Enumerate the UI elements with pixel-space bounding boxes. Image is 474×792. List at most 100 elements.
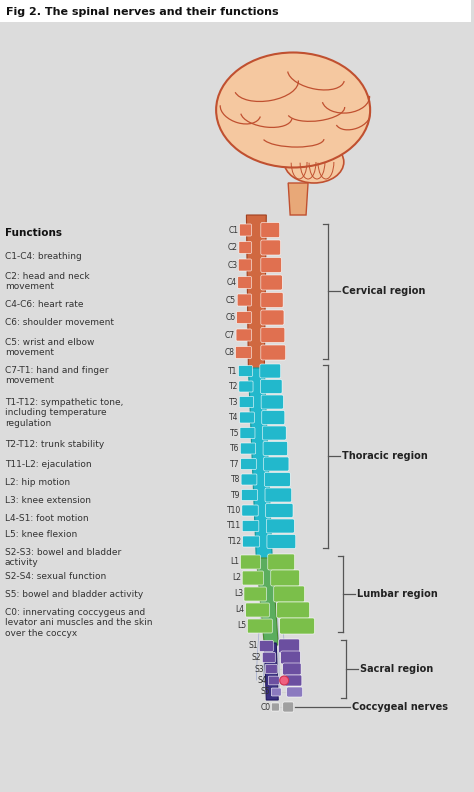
Text: T4: T4 [229, 413, 238, 422]
Polygon shape [264, 643, 278, 700]
FancyBboxPatch shape [263, 441, 288, 455]
Text: T7: T7 [230, 459, 240, 469]
FancyBboxPatch shape [240, 443, 255, 454]
FancyBboxPatch shape [240, 555, 260, 569]
FancyBboxPatch shape [0, 0, 471, 22]
Text: Functions: Functions [5, 228, 62, 238]
Text: T2-T12: trunk stability: T2-T12: trunk stability [5, 440, 104, 449]
Polygon shape [246, 215, 266, 370]
Polygon shape [256, 558, 278, 645]
FancyBboxPatch shape [262, 653, 275, 663]
FancyBboxPatch shape [264, 457, 289, 471]
FancyBboxPatch shape [236, 347, 251, 359]
FancyBboxPatch shape [264, 473, 290, 486]
FancyBboxPatch shape [261, 223, 280, 238]
Text: T1-T12: sympathetic tone,
including temperature
regulation: T1-T12: sympathetic tone, including temp… [5, 398, 123, 428]
Text: L5: L5 [237, 622, 246, 630]
Text: C0: innervating coccygeus and
levator ani muscles and the skin
over the coccyx: C0: innervating coccygeus and levator an… [5, 608, 153, 638]
Text: C4: C4 [227, 278, 237, 287]
FancyBboxPatch shape [268, 554, 295, 570]
FancyBboxPatch shape [239, 397, 254, 408]
Text: Cervical region: Cervical region [342, 286, 425, 296]
Text: T12: T12 [228, 537, 242, 546]
Text: L2: L2 [232, 573, 241, 582]
FancyBboxPatch shape [240, 428, 255, 439]
Text: C8: C8 [225, 348, 235, 357]
FancyBboxPatch shape [236, 329, 251, 341]
Text: S5: S5 [261, 687, 270, 696]
Text: C4-C6: heart rate: C4-C6: heart rate [5, 300, 83, 309]
FancyBboxPatch shape [242, 571, 264, 585]
FancyBboxPatch shape [261, 328, 285, 342]
FancyBboxPatch shape [287, 687, 302, 697]
FancyBboxPatch shape [247, 619, 272, 633]
FancyBboxPatch shape [283, 663, 301, 675]
FancyBboxPatch shape [243, 536, 259, 547]
FancyBboxPatch shape [237, 294, 251, 306]
FancyBboxPatch shape [241, 489, 257, 501]
FancyBboxPatch shape [261, 310, 284, 325]
Text: C5: wrist and elbow
movement: C5: wrist and elbow movement [5, 338, 94, 357]
Text: L5: knee flexion: L5: knee flexion [5, 530, 77, 539]
FancyBboxPatch shape [271, 703, 279, 711]
FancyBboxPatch shape [281, 651, 301, 664]
Text: L3: L3 [234, 589, 243, 599]
Text: C2: head and neck
movement: C2: head and neck movement [5, 272, 90, 291]
Text: C6: C6 [226, 313, 236, 322]
Text: S2: S2 [252, 653, 261, 662]
FancyBboxPatch shape [239, 412, 255, 423]
Text: S5: bowel and bladder activity: S5: bowel and bladder activity [5, 590, 143, 599]
Text: C7-T1: hand and finger
movement: C7-T1: hand and finger movement [5, 366, 109, 386]
Text: Fig 2. The spinal nerves and their functions: Fig 2. The spinal nerves and their funct… [6, 7, 279, 17]
Text: C5: C5 [226, 295, 236, 304]
Text: Coccygeal nerves: Coccygeal nerves [352, 702, 448, 712]
FancyBboxPatch shape [261, 240, 281, 255]
FancyBboxPatch shape [266, 519, 294, 533]
FancyBboxPatch shape [268, 676, 279, 685]
FancyBboxPatch shape [283, 702, 294, 712]
Text: S2-S4: sexual function: S2-S4: sexual function [5, 572, 106, 581]
FancyBboxPatch shape [239, 242, 251, 253]
Text: S3: S3 [255, 664, 264, 673]
Text: C6: shoulder movement: C6: shoulder movement [5, 318, 114, 327]
FancyBboxPatch shape [238, 259, 251, 271]
FancyBboxPatch shape [242, 520, 259, 531]
Text: C2: C2 [228, 243, 238, 252]
Text: T5: T5 [229, 428, 239, 437]
Text: T8: T8 [231, 475, 240, 484]
Text: Sacral region: Sacral region [360, 664, 433, 674]
Text: C0: C0 [260, 703, 270, 711]
FancyBboxPatch shape [271, 688, 281, 696]
FancyBboxPatch shape [239, 381, 253, 392]
FancyBboxPatch shape [262, 410, 285, 425]
FancyBboxPatch shape [277, 602, 310, 618]
Text: T11: T11 [227, 521, 241, 531]
Text: T1: T1 [228, 367, 237, 375]
FancyBboxPatch shape [261, 379, 282, 394]
FancyBboxPatch shape [260, 364, 281, 378]
FancyBboxPatch shape [261, 345, 286, 360]
Text: L3: knee extension: L3: knee extension [5, 496, 91, 505]
FancyBboxPatch shape [274, 586, 305, 602]
Text: L4: L4 [236, 606, 245, 615]
FancyBboxPatch shape [271, 570, 300, 586]
FancyBboxPatch shape [241, 459, 256, 470]
Text: L1: L1 [230, 558, 239, 566]
FancyBboxPatch shape [280, 618, 314, 634]
FancyBboxPatch shape [239, 224, 251, 236]
FancyBboxPatch shape [246, 603, 269, 617]
Text: Lumbar region: Lumbar region [357, 589, 438, 599]
FancyBboxPatch shape [265, 504, 293, 517]
Text: T6: T6 [230, 444, 239, 453]
Polygon shape [248, 368, 272, 560]
Text: S2-S3: bowel and bladder
activity: S2-S3: bowel and bladder activity [5, 548, 121, 567]
Text: T10: T10 [227, 506, 241, 515]
Text: L2: hip motion: L2: hip motion [5, 478, 70, 487]
Text: C7: C7 [225, 330, 235, 340]
FancyBboxPatch shape [265, 488, 292, 502]
Polygon shape [288, 183, 308, 215]
Text: T9: T9 [231, 490, 240, 500]
FancyBboxPatch shape [263, 426, 286, 440]
Text: L4-S1: foot motion: L4-S1: foot motion [5, 514, 89, 523]
Text: T11-L2: ejaculation: T11-L2: ejaculation [5, 460, 91, 469]
